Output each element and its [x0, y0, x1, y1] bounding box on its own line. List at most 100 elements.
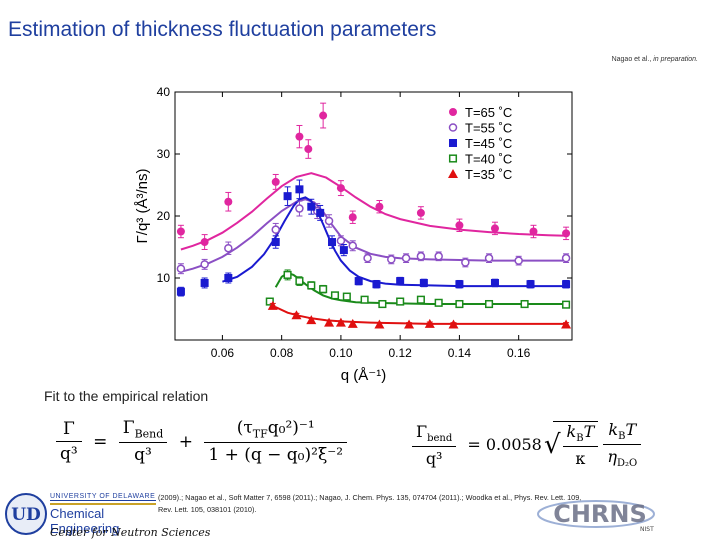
- data-point: [448, 319, 459, 329]
- data-point: [267, 300, 278, 310]
- x-tick-label: 0.16: [507, 346, 531, 360]
- x-tick-label: 0.10: [329, 346, 353, 360]
- data-point: [336, 236, 346, 246]
- citation: Nagao et al., in preparation.: [612, 56, 698, 63]
- tf-term: (τTFq₀²)⁻¹ 1 + (q − q₀)²ξ⁻²: [204, 418, 348, 466]
- d2o-subscript: D₂O: [616, 458, 638, 470]
- data-point: [328, 238, 337, 247]
- bend-lhs-numerator: Γbend: [412, 421, 457, 447]
- references: (2009).; Nagao et al., Soft Matter 7, 65…: [158, 492, 698, 516]
- y-tick-label: 10: [157, 271, 171, 285]
- data-point: [339, 246, 348, 255]
- bend-term: ΓBend q³: [118, 418, 168, 466]
- bend-term-numerator: ΓBend: [118, 418, 168, 444]
- data-point: [419, 278, 428, 287]
- k-symbol: k: [566, 422, 577, 442]
- data-point: [319, 285, 328, 294]
- data-point: [347, 318, 358, 328]
- data-point: [424, 318, 435, 328]
- data-point: [295, 132, 304, 141]
- k-symbol-2: k: [608, 420, 619, 439]
- data-point: [372, 280, 381, 289]
- data-point: [416, 208, 425, 217]
- gamma-symbol-right: Γ: [416, 421, 428, 441]
- y-axis-label: Γ/q³ (Å³/ns): [134, 169, 151, 244]
- tf-term-denominator: 1 + (q − q₀)²ξ⁻²: [208, 445, 344, 466]
- viscosity-fraction: kBT ηD₂O: [603, 420, 642, 470]
- data-point: [461, 258, 470, 267]
- y-tick-label: 30: [157, 147, 171, 161]
- data-point: [306, 315, 317, 325]
- data-point: [348, 241, 358, 251]
- fit-curve-0: [180, 172, 567, 251]
- relaxation-rate-chart: 0.06 0.08 0.10 0.12 0.14 0.16 10 20 30 40 q (Å⁻¹) Γ…: [134, 85, 573, 384]
- data-point: [526, 280, 535, 289]
- chrns-orbit: [537, 500, 655, 528]
- bend-term-denominator: q³: [134, 445, 152, 466]
- fit-curve-1: [180, 198, 567, 273]
- y-tick-label: 40: [157, 85, 171, 99]
- data-point: [200, 260, 209, 269]
- sqrt-fraction: kBT κ: [562, 422, 599, 469]
- data-point: [484, 253, 494, 263]
- x-tick-label: 0.06: [211, 346, 235, 360]
- y-tick-label: 20: [157, 209, 171, 223]
- data-point: [374, 319, 385, 329]
- t-symbol: T: [583, 422, 595, 442]
- data-point: [324, 317, 335, 327]
- empirical-equation: Γ q³ = ΓBend q³ + (τTFq₀²)⁻¹ 1 + (q − q₀…: [56, 418, 348, 466]
- data-point: [295, 204, 304, 213]
- legend-label: T=65 ˚C: [465, 105, 512, 120]
- x-tick-label: 0.14: [448, 346, 472, 360]
- sqrt-numerator: kBT: [562, 422, 599, 448]
- bend-lhs-subscript: bend: [427, 432, 453, 444]
- x-axis-label: q (Å⁻¹): [341, 367, 386, 384]
- data-point: [484, 299, 494, 309]
- data-point: [404, 319, 415, 329]
- data-point: [304, 145, 313, 154]
- bend-lhs-fraction: Γbend q³: [412, 421, 457, 468]
- data-point: [316, 208, 325, 217]
- data-point: [200, 278, 209, 287]
- ud-wordmark: UNIVERSITY OF DELAWARE Chemical Engineer…: [50, 493, 156, 536]
- data-point: [291, 310, 302, 320]
- legend-marker: [449, 139, 457, 147]
- data-point: [360, 295, 369, 304]
- data-point: [271, 238, 280, 247]
- sqrt-term: √ kBT κ: [544, 421, 599, 469]
- viscosity-numerator: kBT: [603, 420, 642, 446]
- data-point: [561, 319, 572, 329]
- eta-symbol: η: [607, 447, 617, 467]
- tf-term-numerator: (τTFq₀²)⁻¹: [204, 418, 348, 444]
- data-point: [283, 192, 292, 201]
- data-point: [176, 227, 185, 236]
- nist-mark: NIST: [640, 526, 654, 533]
- data-point: [224, 197, 233, 206]
- data-point: [330, 291, 340, 300]
- tau-open: (τ: [236, 418, 253, 438]
- center-for-neutron-sciences: Center for Neutron Sciences: [50, 526, 211, 539]
- bend-lhs-denominator: q³: [425, 448, 443, 468]
- data-point: [378, 299, 387, 309]
- legend-label: T=35 ˚C: [465, 167, 512, 182]
- data-point: [176, 264, 186, 273]
- fit-curve-4: [275, 306, 567, 325]
- data-point: [529, 227, 538, 236]
- ud-university-name: UNIVERSITY OF DELAWARE: [50, 493, 156, 501]
- legend-label: T=40 ˚C: [465, 152, 512, 167]
- plus-sign: +: [178, 431, 193, 452]
- data-point: [434, 298, 443, 307]
- data-point: [562, 229, 571, 238]
- tf-subscript: TF: [252, 427, 268, 441]
- references-line-1: (2009).; Nagao et al., Soft Matter 7, 65…: [158, 493, 582, 502]
- lhs-denominator: q³: [60, 444, 78, 465]
- data-point: [520, 299, 529, 309]
- data-point: [336, 184, 345, 193]
- legend-marker: [448, 123, 458, 132]
- ud-monogram: UD: [11, 505, 41, 525]
- bend-coefficient: = 0.0058: [467, 435, 542, 455]
- t-symbol-2: T: [625, 420, 637, 439]
- citation-status: in preparation.: [653, 56, 698, 63]
- sqrt-denominator: κ: [575, 449, 586, 469]
- data-point: [307, 281, 316, 290]
